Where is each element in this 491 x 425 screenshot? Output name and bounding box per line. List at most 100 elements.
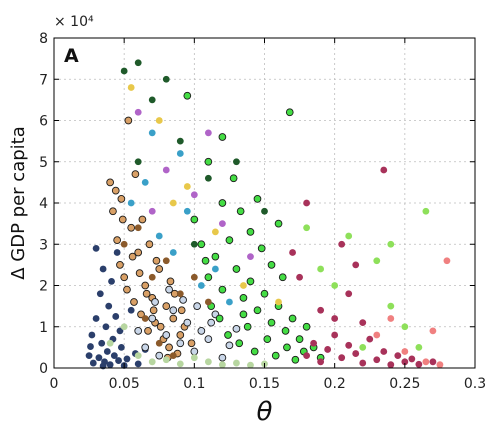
data-point bbox=[373, 257, 381, 265]
data-point bbox=[204, 298, 212, 306]
data-point bbox=[142, 289, 151, 298]
data-point bbox=[232, 324, 241, 333]
data-point bbox=[169, 199, 177, 207]
y-tick-label: 3 bbox=[39, 237, 48, 253]
data-point bbox=[303, 352, 310, 360]
data-point bbox=[151, 298, 159, 306]
data-point bbox=[401, 358, 409, 366]
data-point bbox=[204, 335, 213, 343]
data-point bbox=[117, 343, 125, 351]
data-point bbox=[260, 289, 269, 298]
data-point bbox=[204, 273, 213, 282]
data-point bbox=[303, 224, 310, 232]
data-point bbox=[246, 228, 255, 236]
data-point bbox=[128, 252, 137, 261]
data-point bbox=[183, 183, 191, 190]
data-point bbox=[116, 261, 124, 269]
x-tick-label: 0.2 bbox=[324, 376, 346, 392]
data-point bbox=[331, 331, 339, 339]
data-point bbox=[169, 249, 177, 256]
data-point bbox=[127, 84, 135, 91]
data-point bbox=[289, 249, 296, 256]
data-point bbox=[127, 306, 135, 314]
data-point bbox=[275, 298, 282, 306]
data-point bbox=[197, 240, 206, 249]
data-point bbox=[179, 296, 187, 304]
data-point bbox=[127, 199, 135, 207]
x-tick-label: 0 bbox=[50, 376, 59, 392]
data-point bbox=[345, 341, 353, 349]
x-axis-ticks: 0 0.05 0.1 0.15 0.2 0.25 0.3 bbox=[50, 38, 486, 392]
data-point bbox=[359, 319, 367, 327]
data-point bbox=[239, 310, 248, 319]
y-axis-title: Δ GDP per capita bbox=[8, 126, 29, 279]
data-point bbox=[108, 277, 115, 285]
data-point bbox=[176, 150, 184, 157]
data-point bbox=[106, 178, 114, 187]
data-point bbox=[162, 75, 170, 83]
data-point bbox=[92, 244, 100, 252]
data-point bbox=[190, 215, 199, 224]
data-point bbox=[152, 256, 161, 265]
data-point bbox=[239, 294, 248, 302]
data-point bbox=[118, 215, 127, 224]
data-point bbox=[345, 232, 353, 240]
data-point bbox=[285, 108, 294, 117]
data-point bbox=[137, 310, 145, 319]
data-point bbox=[113, 236, 122, 244]
data-points bbox=[85, 59, 451, 370]
data-point bbox=[85, 352, 93, 360]
data-point bbox=[165, 285, 173, 294]
data-point bbox=[162, 331, 171, 339]
data-point bbox=[134, 158, 142, 166]
data-point bbox=[296, 273, 303, 281]
data-point bbox=[247, 253, 254, 261]
data-point bbox=[436, 361, 444, 369]
data-point bbox=[106, 339, 114, 347]
data-point bbox=[177, 306, 186, 315]
y-axis-multiplier: × 10⁴ bbox=[54, 14, 94, 30]
data-point bbox=[204, 174, 212, 182]
data-point bbox=[96, 290, 104, 298]
data-point bbox=[162, 302, 171, 310]
data-point bbox=[166, 277, 175, 286]
data-point bbox=[229, 174, 238, 183]
data-point bbox=[87, 343, 94, 350]
data-point bbox=[148, 314, 157, 323]
data-point bbox=[124, 116, 133, 125]
data-point bbox=[190, 273, 198, 281]
data-point bbox=[288, 314, 297, 323]
y-tick-label: 4 bbox=[39, 196, 48, 212]
data-point bbox=[310, 339, 318, 347]
data-point bbox=[331, 282, 339, 289]
data-point bbox=[141, 343, 150, 352]
data-point bbox=[89, 359, 97, 367]
data-point bbox=[190, 347, 199, 356]
data-point bbox=[120, 273, 129, 282]
data-point bbox=[148, 273, 156, 281]
y-tick-label: 6 bbox=[39, 114, 48, 130]
data-point bbox=[247, 361, 254, 369]
data-point bbox=[263, 335, 272, 343]
data-point bbox=[211, 252, 220, 261]
data-point bbox=[169, 306, 178, 315]
data-point bbox=[176, 331, 185, 339]
data-point bbox=[317, 265, 325, 273]
y-axis-ticks: 0 1 2 3 4 5 6 7 8 bbox=[39, 31, 475, 377]
data-point bbox=[176, 137, 184, 145]
data-point bbox=[218, 353, 227, 362]
data-point bbox=[240, 282, 247, 289]
data-point bbox=[162, 166, 170, 174]
data-point bbox=[148, 358, 156, 366]
data-point bbox=[283, 343, 291, 352]
data-point bbox=[169, 314, 178, 323]
data-point bbox=[106, 361, 114, 369]
data-point bbox=[278, 273, 287, 282]
data-point bbox=[352, 261, 360, 269]
data-point bbox=[408, 355, 416, 363]
data-point bbox=[331, 315, 339, 322]
data-point bbox=[387, 315, 395, 322]
x-tick-label: 0.25 bbox=[389, 376, 420, 392]
data-point bbox=[317, 306, 325, 314]
data-point bbox=[148, 207, 156, 215]
